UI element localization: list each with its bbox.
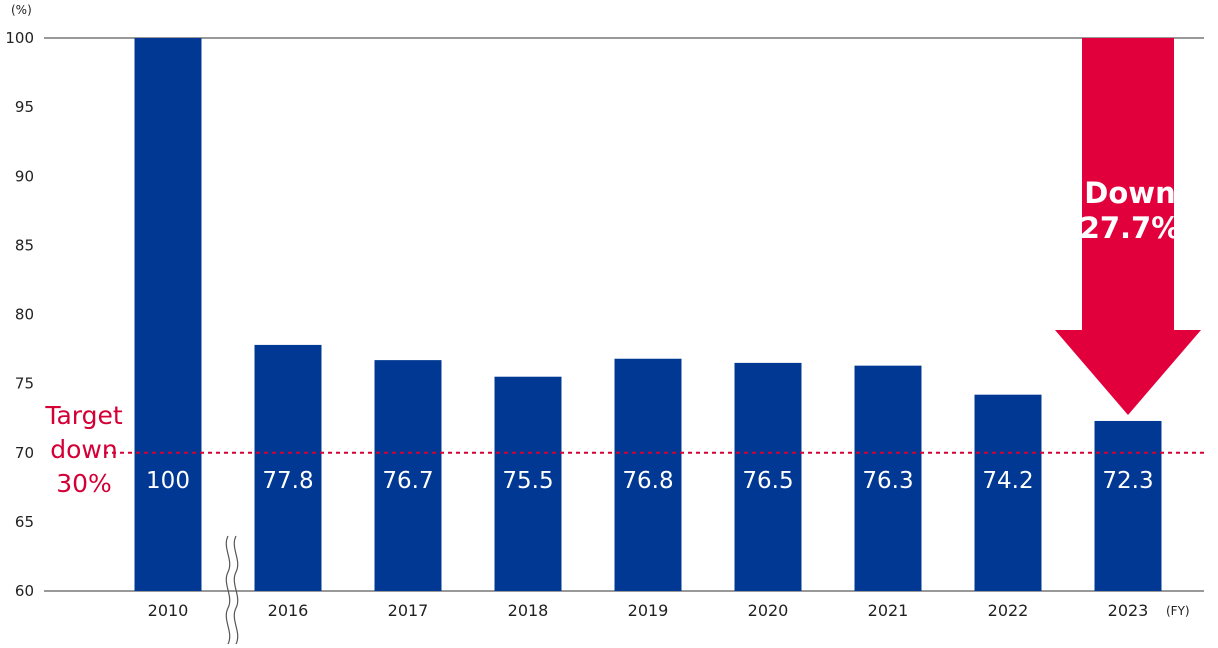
y-tick-label: 95 — [15, 98, 34, 116]
y-tick-label: 75 — [15, 375, 34, 393]
x-tick-label: 2023 — [1108, 601, 1149, 620]
x-tick-label: 2020 — [748, 601, 789, 620]
x-tick-label: 2016 — [268, 601, 309, 620]
data-label: 76.7 — [382, 468, 433, 494]
bar-2022 — [974, 394, 1042, 591]
data-label: 76.5 — [742, 468, 793, 494]
bar-2018 — [494, 376, 562, 591]
bar-2023 — [1094, 420, 1162, 591]
bar-2019 — [614, 358, 682, 591]
x-tick-label: 2010 — [148, 601, 189, 620]
target-label: Target down 30% — [44, 401, 123, 498]
bars — [134, 38, 1162, 591]
data-label: 76.8 — [622, 468, 673, 494]
x-axis-unit: (FY) — [1166, 604, 1190, 618]
y-axis-unit: (%) — [11, 3, 32, 17]
y-tick-label: 85 — [15, 236, 34, 254]
y-tick-label: 80 — [15, 306, 34, 324]
x-tick-label: 2017 — [388, 601, 429, 620]
data-label: 76.3 — [862, 468, 913, 494]
x-tick-label: 2022 — [988, 601, 1029, 620]
x-tick-label: 2018 — [508, 601, 549, 620]
bar-2017 — [374, 360, 442, 591]
y-tick-label: 60 — [15, 582, 34, 600]
bar-2010 — [134, 38, 202, 591]
x-tick-label: 2021 — [868, 601, 909, 620]
down-label-line: Down — [1084, 176, 1175, 210]
y-tick-label: 90 — [15, 167, 34, 185]
y-tick-label: 100 — [5, 29, 34, 47]
y-tick-label: 70 — [15, 444, 34, 462]
data-label: 77.8 — [262, 468, 313, 494]
down-label-line: 27.7% — [1080, 211, 1181, 245]
data-labels: 100 77.8 76.7 75.5 76.8 76.5 76.3 74.2 72.3 — [146, 468, 1154, 494]
down-arrow — [1055, 38, 1201, 415]
x-tick-label: 2019 — [628, 601, 669, 620]
y-tick-label: 65 — [15, 513, 34, 531]
data-label: 72.3 — [1102, 468, 1153, 494]
bar-2016 — [254, 344, 322, 591]
data-label: 100 — [146, 468, 190, 494]
target-label-line: Target — [44, 401, 123, 430]
bar-2020 — [734, 362, 802, 591]
x-axis-ticks: 2010 2016 2017 2018 2019 2020 2021 2022 2023 — [148, 601, 1149, 620]
down-arrow-shape — [1055, 38, 1201, 415]
axis-break-icon — [225, 535, 239, 645]
target-label-line: 30% — [56, 469, 112, 498]
y-axis-ticks: 60 65 70 75 80 85 90 95 100 — [5, 29, 34, 600]
data-label: 74.2 — [982, 468, 1033, 494]
bar-2021 — [854, 365, 922, 591]
target-label-line: down — [50, 435, 117, 464]
data-label: 75.5 — [502, 468, 553, 494]
